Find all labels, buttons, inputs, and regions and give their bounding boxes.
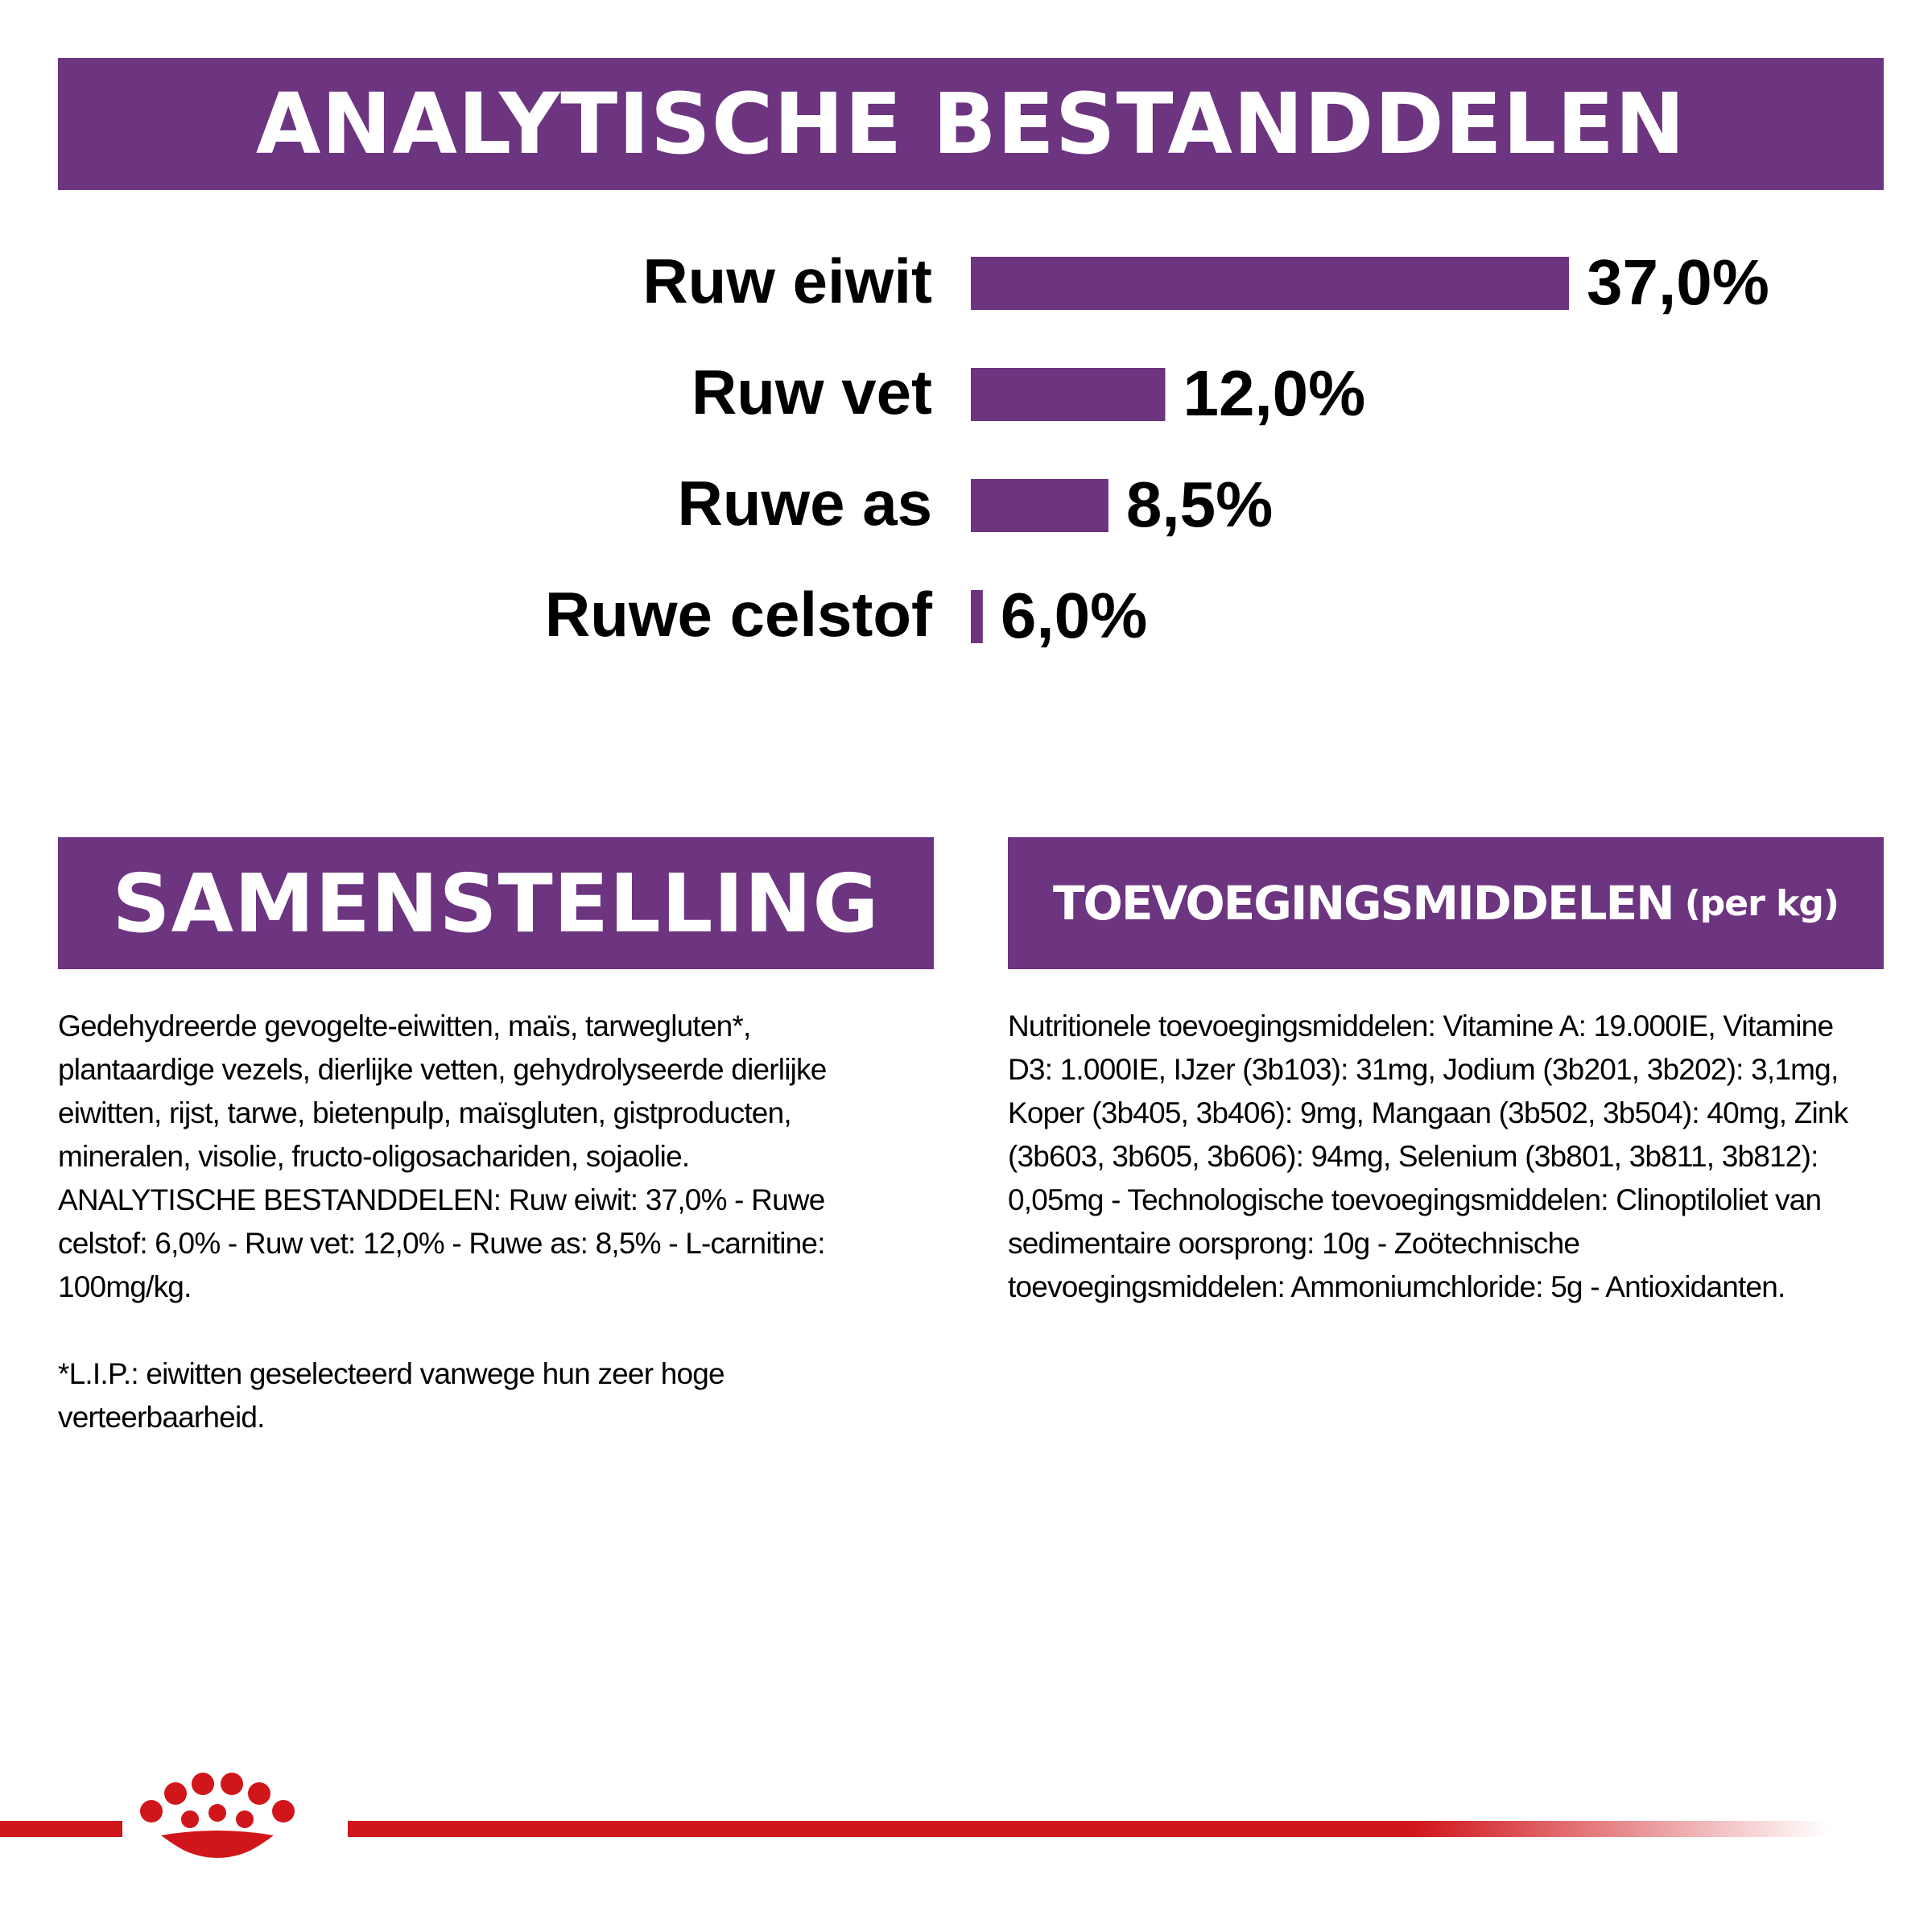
composition-text: Gedehydreerde gevogelte-eiwitten, maïs, … (58, 1005, 903, 1439)
composition-footnote: *L.I.P.: eiwitten geselecteerd vanwege h… (58, 1357, 725, 1434)
additives-banner: TOEVOEGINGSMIDDELEN (per kg) (1008, 837, 1884, 969)
composition-analytic: ANALYTISCHE BESTANDDELEN: Ruw eiwit: 37,… (58, 1183, 825, 1303)
category-label: Ruwe as (678, 468, 932, 539)
analytic-banner: ANALYTISCHE BESTANDDELEN (58, 58, 1884, 190)
crown-logo-icon (140, 1773, 295, 1863)
category-label: Ruw vet (691, 357, 932, 427)
composition-ingredients: Gedehydreerde gevogelte-eiwitten, maïs, … (58, 1009, 827, 1173)
bar (971, 479, 1108, 532)
category-label: Ruwe celstof (545, 579, 933, 650)
footer-brand-line (0, 1773, 1829, 1863)
category-label: Ruw eiwit (642, 246, 932, 316)
value-label: 6,0% (1001, 580, 1147, 651)
analytic-bar-chart: Ruw eiwit 37,0% Ruw vet 12,0% Ruwe as 8,5% Ruw… (545, 246, 1769, 651)
analytic-title: ANALYTISCHE BESTANDDELEN (255, 75, 1686, 173)
value-label: 8,5% (1126, 469, 1273, 540)
composition-banner: SAMENSTELLING (58, 837, 934, 969)
additives-text: Nutritionele toevoegingsmiddelen: Vitami… (1008, 1005, 1853, 1309)
footer-line-right (348, 1821, 1829, 1837)
bar (971, 257, 1569, 310)
value-label: 37,0% (1587, 246, 1769, 318)
additives-subtitle: (per kg) (1684, 882, 1839, 924)
additives-title: TOEVOEGINGSMIDDELEN (1052, 876, 1675, 931)
footer-line-left (0, 1821, 122, 1837)
composition-title: SAMENSTELLING (112, 856, 880, 951)
bar (971, 368, 1166, 421)
bar (971, 590, 983, 643)
value-label: 12,0% (1183, 357, 1365, 429)
additives-body: Nutritionele toevoegingsmiddelen: Vitami… (1008, 1009, 1848, 1303)
